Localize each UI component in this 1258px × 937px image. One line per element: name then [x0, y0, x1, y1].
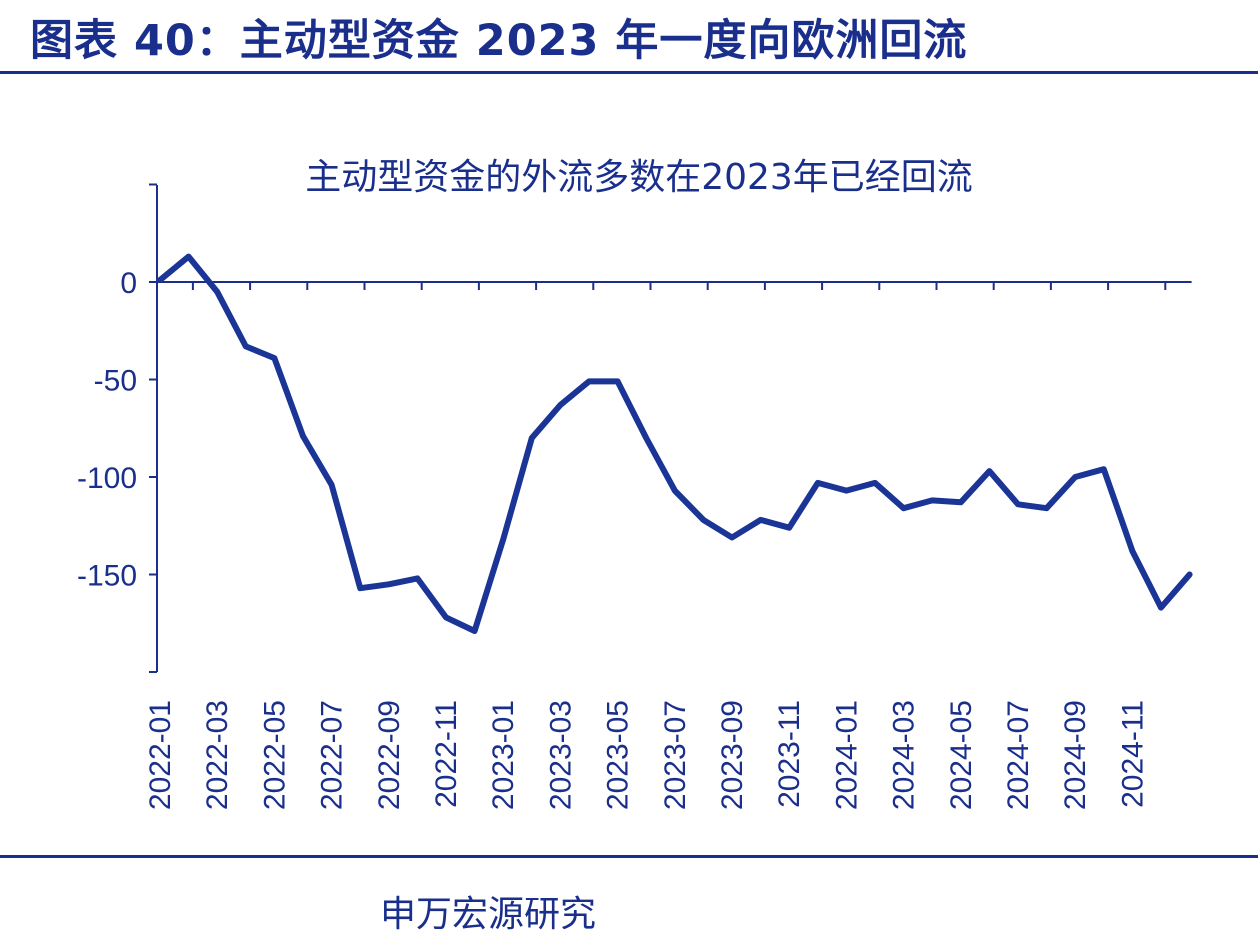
- data-point: [474, 631, 475, 632]
- data-point: [503, 539, 504, 540]
- data-point: [1046, 508, 1047, 509]
- x-tick-label: 2023-07: [659, 700, 692, 810]
- data-point: [388, 584, 389, 585]
- x-tick-label: 2022-11: [430, 700, 463, 808]
- data-point: [188, 256, 189, 257]
- x-tick-label: 2024-05: [945, 700, 978, 810]
- y-tick-label: -50: [94, 365, 137, 398]
- data-point: [446, 617, 447, 618]
- data-point: [560, 404, 561, 405]
- data-point: [331, 484, 332, 485]
- data-point: [1189, 574, 1190, 575]
- data-point: [960, 502, 961, 503]
- data-point: [274, 358, 275, 359]
- figure-title: 图表 40：主动型资金 2023 年一度向欧洲回流: [30, 16, 968, 66]
- data-point: [846, 490, 847, 491]
- data-point: [760, 519, 761, 520]
- title-rule: [0, 71, 1258, 74]
- data-point: [417, 578, 418, 579]
- x-tick-label: 2022-03: [201, 700, 234, 810]
- x-tick-label: 2022-05: [258, 700, 291, 810]
- x-tick-label: 2023-09: [716, 700, 749, 810]
- data-point: [360, 588, 361, 589]
- data-point: [703, 519, 704, 520]
- data-point: [217, 291, 218, 292]
- data-point: [303, 436, 304, 437]
- data-point: [1018, 504, 1019, 505]
- data-point: [1103, 469, 1104, 470]
- x-tick-label: 2024-03: [888, 700, 921, 810]
- data-point: [245, 346, 246, 347]
- data-point: [932, 500, 933, 501]
- data-point: [989, 471, 990, 472]
- data-point: [903, 508, 904, 509]
- footer-rule: [0, 855, 1258, 858]
- x-tick-label: 2024-09: [1059, 700, 1092, 810]
- x-tick-label: 2024-11: [1116, 700, 1149, 808]
- data-point: [531, 438, 532, 439]
- data-point: [789, 527, 790, 528]
- data-point: [589, 381, 590, 382]
- y-tick-label: -100: [77, 462, 137, 495]
- x-tick-label: 2022-09: [373, 700, 406, 810]
- x-tick-label: 2024-01: [830, 700, 863, 810]
- data-point: [674, 490, 675, 491]
- x-tick-label: 2022-07: [316, 700, 349, 810]
- chart-title: 主动型资金的外流多数在2023年已经回流: [305, 157, 973, 198]
- x-tick-label: 2024-07: [1002, 700, 1035, 810]
- x-tick-label: 2023-01: [487, 700, 520, 810]
- series-line: [157, 253, 1193, 634]
- data-point: [1132, 551, 1133, 552]
- y-tick-label: -150: [77, 560, 137, 593]
- data-point: [617, 381, 618, 382]
- data-point: [1075, 477, 1076, 478]
- data-point: [160, 280, 161, 281]
- data-point: [732, 537, 733, 538]
- source-label: 申万宏源研究: [380, 894, 597, 935]
- x-tick-label: 2023-11: [773, 700, 806, 808]
- data-point: [817, 482, 818, 483]
- x-tick-label: 2023-05: [602, 700, 635, 810]
- y-tick-label: 0: [120, 267, 137, 300]
- x-tick-label: 2022-01: [144, 700, 177, 810]
- x-tick-label: 2023-03: [544, 700, 577, 810]
- data-point: [875, 482, 876, 483]
- data-point: [1161, 607, 1162, 608]
- data-point: [646, 438, 647, 439]
